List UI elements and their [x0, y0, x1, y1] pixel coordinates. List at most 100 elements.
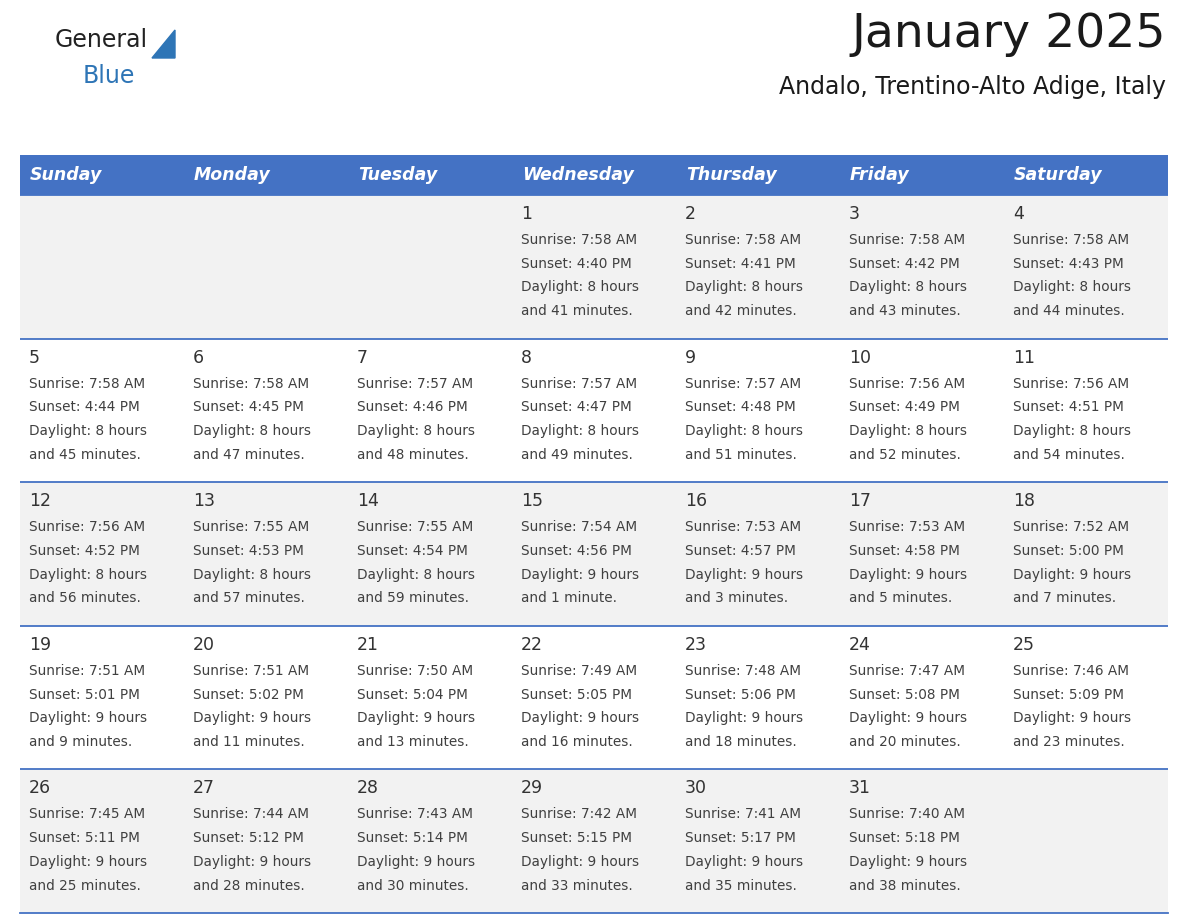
Text: Sunrise: 7:41 AM: Sunrise: 7:41 AM [685, 808, 801, 822]
Text: Sunset: 4:40 PM: Sunset: 4:40 PM [522, 257, 632, 271]
Text: 25: 25 [1013, 636, 1035, 654]
Bar [512, 195, 676, 339]
Text: 22: 22 [522, 636, 543, 654]
Text: and 51 minutes.: and 51 minutes. [685, 448, 797, 462]
Bar [512, 626, 676, 769]
Text: Sunset: 5:06 PM: Sunset: 5:06 PM [685, 688, 796, 701]
Text: Saturday: Saturday [1013, 166, 1102, 184]
Text: and 25 minutes.: and 25 minutes. [29, 879, 141, 892]
Text: 4: 4 [1013, 205, 1024, 223]
Text: Sunrise: 7:46 AM: Sunrise: 7:46 AM [1013, 664, 1129, 677]
Text: Daylight: 9 hours: Daylight: 9 hours [358, 855, 475, 868]
Text: Sunset: 4:58 PM: Sunset: 4:58 PM [849, 544, 960, 558]
Text: 11: 11 [1013, 349, 1035, 366]
Text: Daylight: 8 hours: Daylight: 8 hours [1013, 280, 1131, 295]
Text: and 41 minutes.: and 41 minutes. [522, 304, 633, 319]
Text: Sunrise: 7:40 AM: Sunrise: 7:40 AM [849, 808, 965, 822]
Text: Daylight: 8 hours: Daylight: 8 hours [685, 424, 803, 438]
Bar [512, 339, 676, 482]
Text: Sunrise: 7:42 AM: Sunrise: 7:42 AM [522, 808, 637, 822]
Text: and 13 minutes.: and 13 minutes. [358, 735, 469, 749]
Text: Sunset: 4:43 PM: Sunset: 4:43 PM [1013, 257, 1124, 271]
Text: 1: 1 [522, 205, 532, 223]
Bar [184, 195, 348, 339]
Text: and 42 minutes.: and 42 minutes. [685, 304, 797, 319]
Text: Sunset: 5:01 PM: Sunset: 5:01 PM [29, 688, 140, 701]
Bar [20, 769, 184, 913]
Text: Daylight: 9 hours: Daylight: 9 hours [29, 711, 147, 725]
Bar [348, 482, 512, 626]
Text: 17: 17 [849, 492, 871, 510]
Bar [348, 339, 512, 482]
Text: Sunset: 5:09 PM: Sunset: 5:09 PM [1013, 688, 1124, 701]
Text: Sunset: 4:57 PM: Sunset: 4:57 PM [685, 544, 796, 558]
Bar [1004, 155, 1168, 195]
Bar [840, 626, 1004, 769]
Text: and 33 minutes.: and 33 minutes. [522, 879, 633, 892]
Text: Daylight: 9 hours: Daylight: 9 hours [522, 711, 639, 725]
Text: 20: 20 [192, 636, 215, 654]
Text: 19: 19 [29, 636, 51, 654]
Text: Sunrise: 7:45 AM: Sunrise: 7:45 AM [29, 808, 145, 822]
Bar [1004, 626, 1168, 769]
Text: and 49 minutes.: and 49 minutes. [522, 448, 633, 462]
Text: 14: 14 [358, 492, 379, 510]
Text: 16: 16 [685, 492, 707, 510]
Text: Sunset: 5:08 PM: Sunset: 5:08 PM [849, 688, 960, 701]
Text: Sunrise: 7:51 AM: Sunrise: 7:51 AM [192, 664, 309, 677]
Bar [184, 769, 348, 913]
Text: Daylight: 9 hours: Daylight: 9 hours [849, 855, 967, 868]
Bar [676, 155, 840, 195]
Bar [676, 195, 840, 339]
Text: Sunrise: 7:47 AM: Sunrise: 7:47 AM [849, 664, 965, 677]
Text: Daylight: 9 hours: Daylight: 9 hours [685, 567, 803, 582]
Bar [348, 769, 512, 913]
Bar [184, 339, 348, 482]
Text: Sunrise: 7:57 AM: Sunrise: 7:57 AM [685, 376, 801, 391]
Text: 23: 23 [685, 636, 707, 654]
Text: Sunset: 4:54 PM: Sunset: 4:54 PM [358, 544, 468, 558]
Text: 3: 3 [849, 205, 860, 223]
Text: Sunrise: 7:58 AM: Sunrise: 7:58 AM [29, 376, 145, 391]
Text: Sunrise: 7:57 AM: Sunrise: 7:57 AM [358, 376, 473, 391]
Bar [20, 195, 184, 339]
Text: Sunset: 4:56 PM: Sunset: 4:56 PM [522, 544, 632, 558]
Text: Sunrise: 7:52 AM: Sunrise: 7:52 AM [1013, 521, 1129, 534]
Text: Sunset: 4:51 PM: Sunset: 4:51 PM [1013, 400, 1124, 414]
Text: Sunrise: 7:43 AM: Sunrise: 7:43 AM [358, 808, 473, 822]
Bar [512, 769, 676, 913]
Text: and 38 minutes.: and 38 minutes. [849, 879, 961, 892]
Text: Daylight: 9 hours: Daylight: 9 hours [1013, 711, 1131, 725]
Text: Daylight: 9 hours: Daylight: 9 hours [192, 711, 311, 725]
Text: Sunset: 5:14 PM: Sunset: 5:14 PM [358, 831, 468, 845]
Text: Sunset: 4:52 PM: Sunset: 4:52 PM [29, 544, 140, 558]
Text: Daylight: 9 hours: Daylight: 9 hours [192, 855, 311, 868]
Text: Blue: Blue [83, 64, 135, 88]
Text: Daylight: 8 hours: Daylight: 8 hours [29, 567, 147, 582]
Text: 26: 26 [29, 779, 51, 798]
Text: Sunset: 4:47 PM: Sunset: 4:47 PM [522, 400, 632, 414]
Text: Sunrise: 7:56 AM: Sunrise: 7:56 AM [29, 521, 145, 534]
Text: Sunrise: 7:56 AM: Sunrise: 7:56 AM [1013, 376, 1129, 391]
Bar [840, 155, 1004, 195]
Text: General: General [55, 28, 148, 52]
Text: and 28 minutes.: and 28 minutes. [192, 879, 305, 892]
Bar [1004, 769, 1168, 913]
Text: Daylight: 8 hours: Daylight: 8 hours [29, 424, 147, 438]
Text: and 44 minutes.: and 44 minutes. [1013, 304, 1125, 319]
Bar [20, 339, 184, 482]
Text: 24: 24 [849, 636, 871, 654]
Text: Daylight: 8 hours: Daylight: 8 hours [192, 424, 311, 438]
Text: Daylight: 8 hours: Daylight: 8 hours [192, 567, 311, 582]
Text: Daylight: 9 hours: Daylight: 9 hours [522, 855, 639, 868]
Text: and 43 minutes.: and 43 minutes. [849, 304, 961, 319]
Text: and 23 minutes.: and 23 minutes. [1013, 735, 1125, 749]
Text: Sunday: Sunday [30, 166, 102, 184]
Text: and 7 minutes.: and 7 minutes. [1013, 591, 1117, 605]
Text: and 5 minutes.: and 5 minutes. [849, 591, 953, 605]
Text: Sunrise: 7:58 AM: Sunrise: 7:58 AM [849, 233, 965, 247]
Text: and 56 minutes.: and 56 minutes. [29, 591, 141, 605]
Bar [512, 155, 676, 195]
Text: and 45 minutes.: and 45 minutes. [29, 448, 141, 462]
Bar [348, 195, 512, 339]
